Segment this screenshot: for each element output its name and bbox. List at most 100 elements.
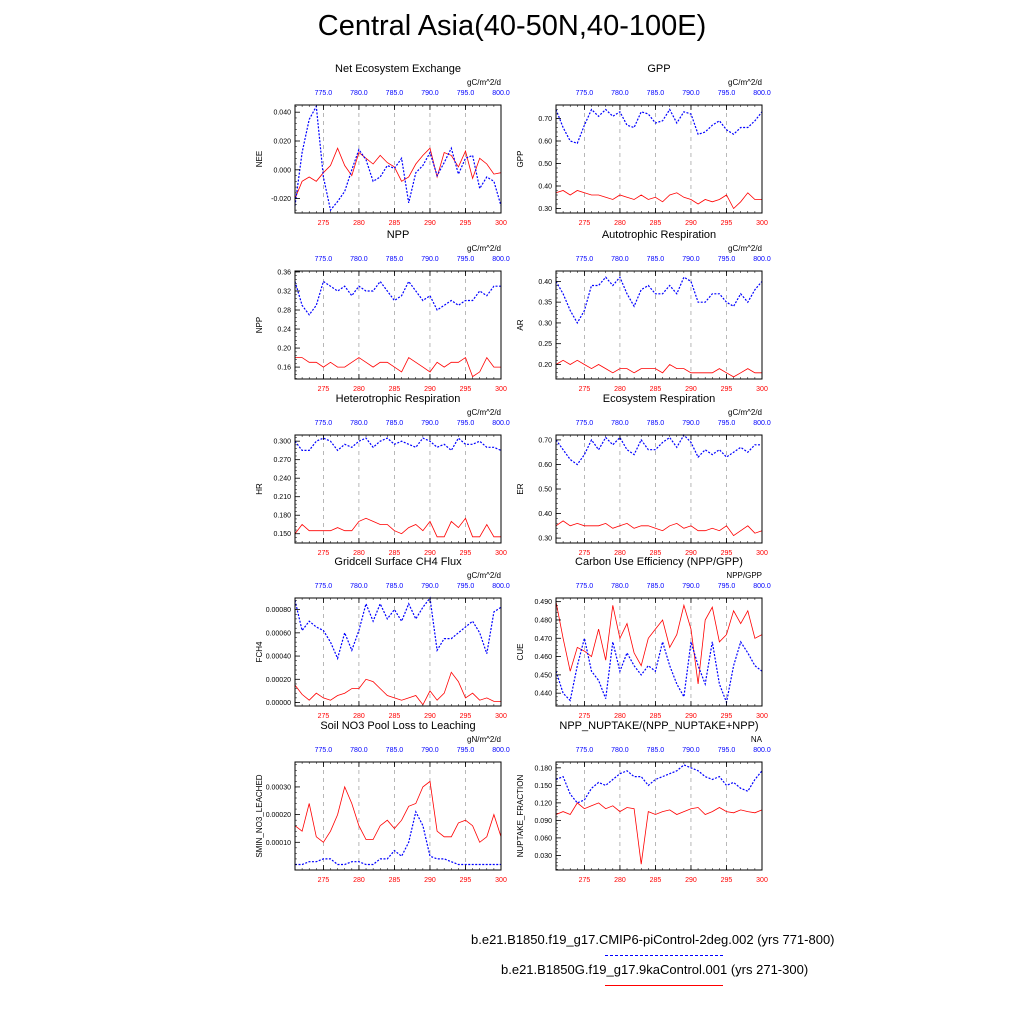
top-tick-label: 775.0 [315,90,333,97]
top-tick-label: 780.0 [611,90,629,97]
x-tick-label: 285 [389,713,401,720]
x-tick-label: 300 [495,386,507,393]
y-tick-label: 0.040 [273,110,291,117]
y-tick-label: 0.00000 [266,700,291,707]
top-tick-label: 800.0 [753,583,771,590]
x-tick-label: 275 [579,386,591,393]
x-tick-label: 300 [756,386,768,393]
legend-line-picontrol [605,955,723,956]
x-tick-label: 290 [424,713,436,720]
y-tick-label: 0.30 [538,320,552,327]
y-tick-label: 0.16 [277,365,291,372]
x-tick-label: 285 [650,713,662,720]
top-tick-label: 775.0 [576,747,594,754]
x-tick-label: 295 [721,220,733,227]
legend-label-picontrol: b.e21.B1850.f19_g17.CMIP6-piControl-2deg… [471,932,835,947]
panel-3: Autotrophic Respiration gC/m^2/d AR 275 280 2… [516,229,771,393]
top-tick-label: 780.0 [611,583,629,590]
top-tick-label: 790.0 [421,420,439,427]
top-tick-label: 800.0 [492,747,510,754]
y-tick-label: 0.480 [534,617,552,624]
top-tick-label: 775.0 [315,420,333,427]
y-tick-label: 0.240 [273,476,291,483]
y-tick-label: 0.30 [538,206,552,213]
y-tick-label: 0.00080 [266,607,291,614]
x-tick-label: 290 [685,713,697,720]
x-tick-label: 280 [614,220,626,227]
y-axis-label: SMIN_NO3_LEACHED [255,774,264,857]
panel-1: GPP gC/m^2/d GPP 275 280 285 290 295 300 775.0 780… [516,63,771,227]
series-line-control [294,147,502,199]
top-tick-label: 785.0 [647,256,665,263]
top-tick-label: 790.0 [682,90,700,97]
y-tick-label: 0.60 [538,139,552,146]
x-tick-label: 280 [353,220,365,227]
series-line-picontrol [555,108,763,145]
units-label: gC/m^2/d [467,571,501,580]
series-line-control [294,517,501,538]
units-label: gC/m^2/d [728,408,762,417]
top-tick-label: 775.0 [576,90,594,97]
top-tick-label: 785.0 [647,90,665,97]
x-tick-label: 280 [353,713,365,720]
x-tick-label: 275 [318,386,330,393]
x-tick-label: 280 [353,877,365,884]
top-tick-label: 785.0 [647,420,665,427]
x-tick-label: 275 [318,220,330,227]
plot-frame [294,597,502,707]
legend-label-control: b.e21.B1850G.f19_g17.9kaControl.001 (yrs… [501,962,809,977]
x-tick-label: 295 [721,877,733,884]
x-tick-label: 280 [353,386,365,393]
series-line-control [555,359,762,378]
x-tick-label: 295 [460,713,472,720]
top-tick-label: 780.0 [350,90,368,97]
y-tick-label: -0.020 [271,196,291,203]
x-tick-label: 285 [389,220,401,227]
y-axis-label: GPP [516,151,525,168]
panel-title: Autotrophic Respiration [602,229,716,241]
series-line-picontrol [294,437,502,452]
top-tick-label: 790.0 [682,747,700,754]
top-tick-label: 780.0 [350,420,368,427]
units-label: gC/m^2/d [467,78,501,87]
top-tick-label: 775.0 [576,256,594,263]
top-tick-label: 775.0 [576,583,594,590]
plot-frame [555,104,763,214]
x-tick-label: 290 [424,386,436,393]
series-line-control [294,780,502,843]
series-line-picontrol [294,280,501,316]
x-tick-label: 275 [318,877,330,884]
top-tick-label: 780.0 [350,256,368,263]
x-tick-label: 300 [756,220,768,227]
y-tick-label: 0.30 [538,536,552,543]
x-tick-label: 285 [389,877,401,884]
top-tick-label: 790.0 [682,420,700,427]
x-tick-label: 275 [318,713,330,720]
y-axis-label: NPP [255,317,264,333]
y-tick-label: 0.40 [538,279,552,286]
y-tick-label: 0.020 [273,139,291,146]
top-tick-label: 775.0 [576,420,594,427]
y-tick-label: 0.32 [277,288,291,295]
figure-title: Central Asia(40-50N,40-100E) [317,10,707,42]
x-tick-label: 275 [579,220,591,227]
top-tick-label: 790.0 [421,747,439,754]
units-label: NA [751,735,763,744]
units-label: gC/m^2/d [467,244,501,253]
x-tick-label: 295 [721,713,733,720]
top-tick-label: 795.0 [718,747,736,754]
y-tick-label: 0.35 [538,300,552,307]
x-tick-label: 290 [424,877,436,884]
y-axis-label: NEE [255,151,264,167]
y-tick-label: 0.00060 [266,630,291,637]
y-tick-label: 0.00020 [266,677,291,684]
top-tick-label: 790.0 [421,90,439,97]
y-tick-label: 0.70 [538,437,552,444]
y-tick-label: 0.450 [534,672,552,679]
series-line-control [555,601,763,685]
series-line-picontrol [555,764,763,804]
x-tick-label: 275 [579,713,591,720]
top-tick-label: 795.0 [457,256,475,263]
panel-title: Soil NO3 Pool Loss to Leaching [320,720,475,732]
top-tick-label: 795.0 [718,90,736,97]
